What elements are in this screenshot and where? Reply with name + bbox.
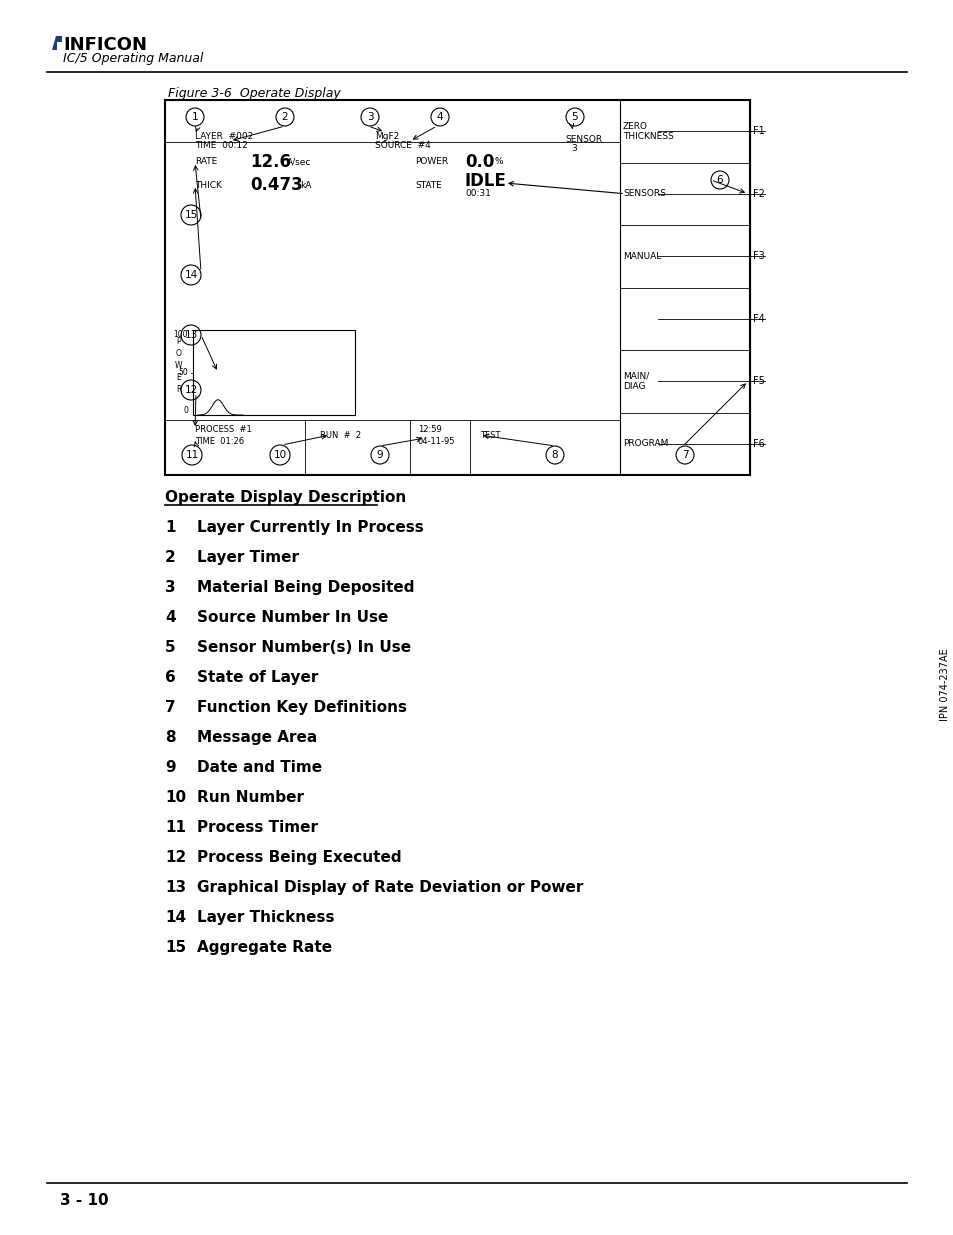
Text: 50: 50 — [178, 368, 188, 377]
Text: W: W — [175, 362, 183, 370]
Text: IC/5 Operating Manual: IC/5 Operating Manual — [63, 52, 203, 65]
Text: MAIN/
DIAG: MAIN/ DIAG — [622, 372, 649, 391]
Text: Layer Thickness: Layer Thickness — [196, 910, 335, 925]
Text: IPN 074-237AE: IPN 074-237AE — [939, 648, 949, 721]
Text: 2: 2 — [281, 112, 288, 122]
Text: 9: 9 — [165, 760, 175, 776]
Text: 0: 0 — [183, 406, 188, 415]
Text: P: P — [176, 337, 181, 347]
Text: 12: 12 — [184, 385, 197, 395]
Text: RATE: RATE — [194, 158, 217, 167]
Text: Material Being Deposited: Material Being Deposited — [196, 580, 414, 595]
Text: TIME  01:26: TIME 01:26 — [194, 436, 244, 446]
Text: F6: F6 — [752, 438, 764, 448]
Text: TEST: TEST — [479, 431, 500, 440]
Text: Sensor Number(s) In Use: Sensor Number(s) In Use — [196, 640, 411, 655]
Text: 10: 10 — [274, 450, 286, 459]
Text: Message Area: Message Area — [196, 730, 317, 745]
Text: PROGRAM: PROGRAM — [622, 440, 668, 448]
Text: 13: 13 — [184, 330, 197, 340]
Text: E: E — [176, 373, 181, 383]
Text: 4: 4 — [165, 610, 175, 625]
Bar — [193, 330, 355, 415]
Text: %: % — [495, 158, 503, 167]
Text: 1: 1 — [192, 112, 198, 122]
Text: INFICON: INFICON — [63, 36, 147, 54]
Text: State of Layer: State of Layer — [196, 671, 318, 685]
Text: Source Number In Use: Source Number In Use — [196, 610, 388, 625]
Text: 7: 7 — [681, 450, 688, 459]
Text: Process Being Executed: Process Being Executed — [196, 850, 401, 864]
Text: 12: 12 — [165, 850, 186, 864]
Text: Run Number: Run Number — [196, 790, 304, 805]
Text: RUN  #  2: RUN # 2 — [319, 431, 361, 440]
Text: 100: 100 — [173, 330, 188, 338]
Text: 5: 5 — [165, 640, 175, 655]
Text: 4: 4 — [436, 112, 443, 122]
Text: 3: 3 — [571, 144, 577, 153]
Text: 9: 9 — [376, 450, 383, 459]
Text: POWER: POWER — [415, 158, 448, 167]
Text: SENSOR: SENSOR — [564, 135, 601, 144]
Text: R: R — [176, 385, 181, 394]
Text: MgF2: MgF2 — [375, 132, 399, 141]
Text: LAYER  #002: LAYER #002 — [194, 132, 253, 141]
Text: F4: F4 — [752, 314, 764, 324]
Text: THICK: THICK — [194, 180, 222, 189]
Text: Layer Currently In Process: Layer Currently In Process — [196, 520, 423, 535]
Text: 0.473: 0.473 — [250, 177, 302, 194]
Text: 3: 3 — [366, 112, 373, 122]
Text: 00:31: 00:31 — [464, 189, 491, 199]
Text: 6: 6 — [165, 671, 175, 685]
Polygon shape — [52, 36, 62, 49]
Text: 15: 15 — [184, 210, 197, 220]
Text: PROCESS  #1: PROCESS #1 — [194, 425, 252, 433]
Text: 12.6: 12.6 — [250, 153, 291, 170]
Text: MANUAL: MANUAL — [622, 252, 660, 261]
Text: 15: 15 — [165, 940, 186, 955]
Text: 8: 8 — [165, 730, 175, 745]
Text: Figure 3-6  Operate Display: Figure 3-6 Operate Display — [168, 86, 340, 100]
Text: 2: 2 — [165, 550, 175, 564]
Text: 8: 8 — [551, 450, 558, 459]
Text: 14: 14 — [165, 910, 186, 925]
Text: Operate Display Description: Operate Display Description — [165, 490, 406, 505]
Text: Date and Time: Date and Time — [196, 760, 322, 776]
Text: 10: 10 — [165, 790, 186, 805]
Text: 04-11-95: 04-11-95 — [417, 436, 455, 446]
Text: F3: F3 — [752, 251, 764, 262]
Text: Aggregate Rate: Aggregate Rate — [196, 940, 332, 955]
Text: 5: 5 — [571, 112, 578, 122]
Text: IDLE: IDLE — [464, 172, 506, 190]
Text: O: O — [176, 350, 182, 358]
Text: 13: 13 — [165, 881, 186, 895]
Text: STATE: STATE — [415, 180, 441, 189]
Text: 0.0: 0.0 — [464, 153, 494, 170]
Text: 14: 14 — [184, 270, 197, 280]
Text: kA: kA — [299, 180, 311, 189]
Text: A/sec: A/sec — [287, 158, 311, 167]
Text: SOURCE  #4: SOURCE #4 — [375, 141, 431, 149]
Text: Function Key Definitions: Function Key Definitions — [196, 700, 407, 715]
Text: Process Timer: Process Timer — [196, 820, 317, 835]
Text: 11: 11 — [185, 450, 198, 459]
Text: F5: F5 — [752, 377, 764, 387]
Text: 11: 11 — [165, 820, 186, 835]
Text: Graphical Display of Rate Deviation or Power: Graphical Display of Rate Deviation or P… — [196, 881, 583, 895]
Text: 6: 6 — [716, 175, 722, 185]
Text: SENSORS: SENSORS — [622, 189, 665, 199]
Text: ZERO
THICKNESS: ZERO THICKNESS — [622, 121, 673, 141]
Text: F1: F1 — [752, 126, 764, 136]
Text: F2: F2 — [752, 189, 764, 199]
Text: Layer Timer: Layer Timer — [196, 550, 298, 564]
FancyBboxPatch shape — [165, 100, 749, 475]
Text: 12:59: 12:59 — [417, 425, 441, 433]
Text: 1: 1 — [165, 520, 175, 535]
Text: 3 - 10: 3 - 10 — [60, 1193, 109, 1208]
Text: 3: 3 — [165, 580, 175, 595]
Text: TIME  00:12: TIME 00:12 — [194, 141, 248, 149]
Text: 7: 7 — [165, 700, 175, 715]
